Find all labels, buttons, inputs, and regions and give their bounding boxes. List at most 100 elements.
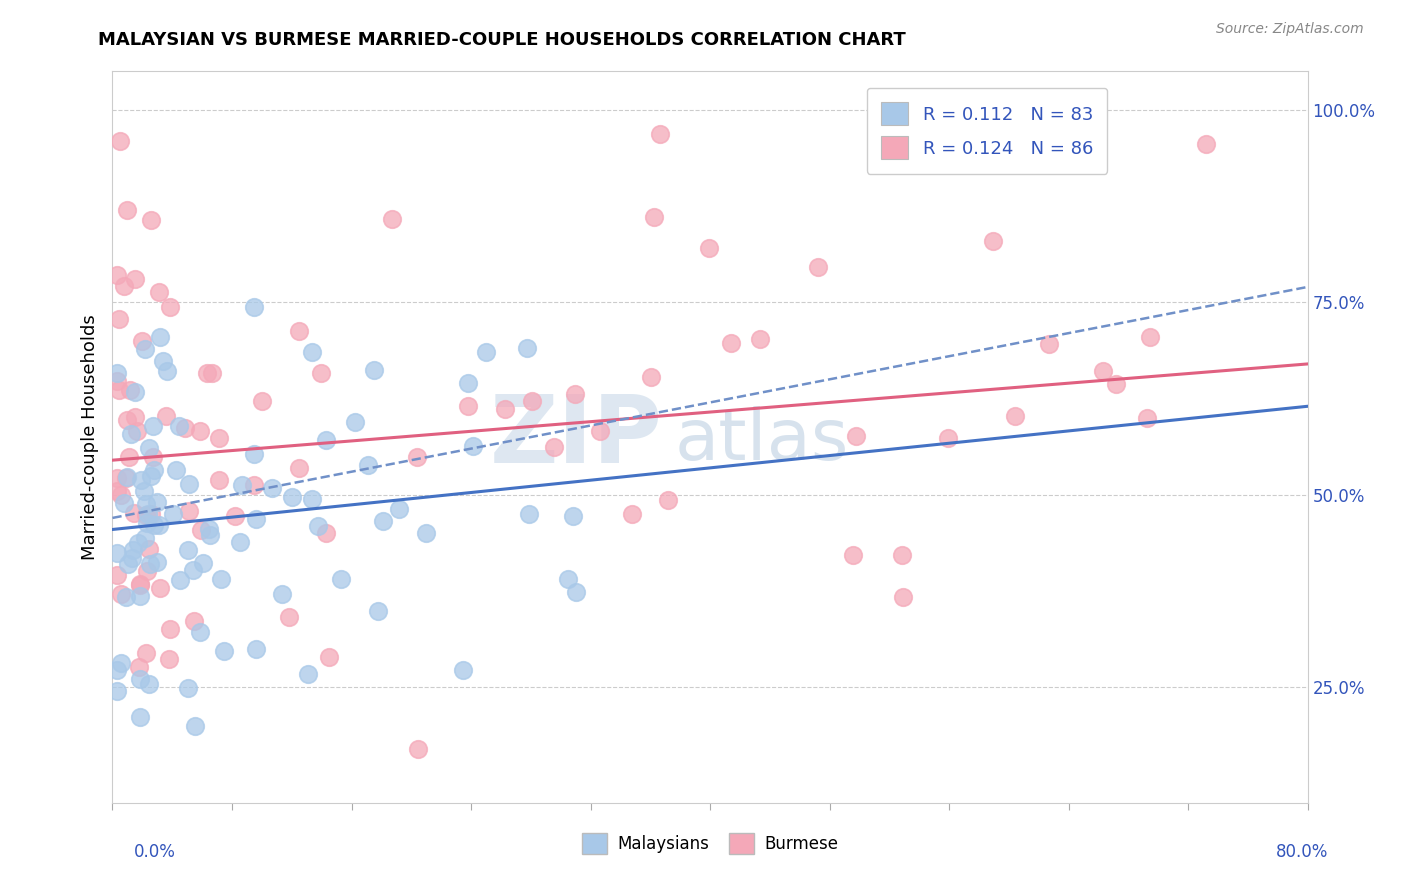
Point (142, 463, 165, 477)
Point (807, 260, 830, 274)
Y-axis label: Married-couple Households: Married-couple Households (80, 314, 98, 560)
Point (245, 642, 267, 657)
Point (262, 481, 284, 495)
Point (128, 710, 150, 724)
Point (520, 394, 543, 409)
Point (1139, 330, 1161, 344)
Point (983, 234, 1005, 248)
Point (122, 506, 145, 520)
Point (406, 450, 429, 465)
Point (457, 376, 479, 390)
Point (124, 272, 146, 286)
Point (177, 543, 200, 558)
Point (121, 550, 143, 565)
Point (297, 666, 319, 681)
Point (195, 366, 218, 380)
Point (516, 342, 538, 356)
Point (190, 523, 212, 537)
Point (143, 518, 166, 533)
Legend: Malaysians, Burmese: Malaysians, Burmese (575, 827, 845, 860)
Point (183, 614, 205, 628)
Point (117, 202, 139, 217)
Point (107, 383, 129, 397)
Text: 80.0%: 80.0% (1277, 843, 1329, 861)
Point (209, 573, 232, 587)
Point (451, 663, 474, 677)
Point (112, 279, 135, 293)
Point (224, 508, 246, 523)
Point (124, 385, 146, 400)
Point (110, 488, 132, 502)
Point (271, 587, 294, 601)
Point (169, 574, 191, 588)
Point (125, 424, 148, 438)
Point (124, 410, 146, 425)
Point (475, 345, 498, 359)
Point (242, 478, 264, 492)
Point (159, 622, 181, 636)
Point (371, 514, 394, 528)
Text: MALAYSIAN VS BURMESE MARRIED-COUPLE HOUSEHOLDS CORRELATION CHART: MALAYSIAN VS BURMESE MARRIED-COUPLE HOUS… (98, 31, 907, 49)
Point (363, 362, 385, 376)
Point (115, 413, 138, 427)
Point (159, 300, 181, 314)
Point (1195, 136, 1218, 151)
Point (307, 519, 329, 533)
Point (188, 424, 211, 438)
Point (141, 213, 163, 227)
Point (201, 367, 224, 381)
Point (138, 441, 160, 455)
Point (243, 300, 266, 314)
Point (145, 494, 167, 508)
Point (648, 127, 671, 141)
Point (343, 415, 366, 429)
Point (388, 501, 411, 516)
Text: ZIP: ZIP (489, 391, 662, 483)
Point (121, 542, 143, 557)
Point (142, 450, 165, 464)
Point (115, 471, 138, 485)
Point (561, 509, 583, 524)
Point (288, 461, 311, 475)
Point (367, 604, 389, 618)
Point (415, 525, 437, 540)
Point (494, 402, 516, 417)
Point (105, 366, 128, 380)
Point (118, 450, 141, 464)
Point (134, 483, 156, 498)
Point (640, 370, 662, 384)
Text: atlas: atlas (675, 406, 849, 475)
Point (128, 536, 150, 550)
Point (134, 532, 156, 546)
Point (157, 652, 180, 666)
Point (564, 387, 586, 401)
Point (184, 719, 207, 733)
Point (138, 508, 160, 522)
Point (136, 516, 159, 530)
Point (138, 541, 160, 556)
Point (543, 440, 565, 454)
Point (845, 429, 868, 443)
Point (231, 478, 253, 492)
Point (135, 508, 157, 523)
Point (565, 585, 588, 599)
Point (177, 681, 200, 696)
Point (128, 576, 150, 591)
Point (301, 491, 323, 506)
Point (117, 557, 139, 571)
Point (699, 242, 721, 256)
Point (148, 517, 170, 532)
Point (557, 573, 579, 587)
Point (105, 471, 128, 485)
Point (463, 439, 485, 453)
Point (318, 650, 340, 665)
Point (315, 526, 337, 541)
Point (191, 556, 214, 570)
Point (105, 484, 128, 499)
Point (315, 433, 337, 447)
Point (110, 587, 132, 601)
Point (188, 624, 211, 639)
Point (357, 458, 380, 472)
Point (748, 332, 770, 346)
Point (309, 367, 332, 381)
